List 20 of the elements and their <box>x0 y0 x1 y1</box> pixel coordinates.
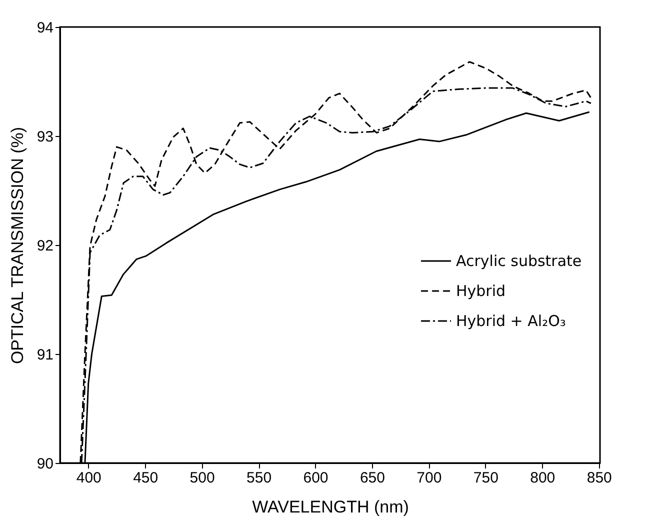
y-tick-label: 94 <box>36 20 54 36</box>
x-tick-label: 750 <box>473 470 498 486</box>
x-tick-label: 800 <box>530 470 556 486</box>
x-tick-label: 500 <box>190 470 215 486</box>
legend-label: Hybrid <box>456 282 506 300</box>
y-tick-label: 91 <box>36 346 54 364</box>
y-tick-label: 92 <box>36 238 54 254</box>
x-tick-label: 400 <box>76 470 102 486</box>
x-tick-label: 450 <box>133 470 158 486</box>
y-axis-title: OPTICAL TRANSMISSION (%) <box>8 126 27 364</box>
x-tick-label: 850 <box>586 470 612 486</box>
x-tick-label: 550 <box>246 470 272 486</box>
x-tick-label: 650 <box>360 470 385 486</box>
x-tick-label: 700 <box>416 470 442 486</box>
y-tick-label: 90 <box>36 456 54 472</box>
legend-label: Acrylic substrate <box>456 252 582 270</box>
x-tick-label: 600 <box>303 470 328 486</box>
x-axis-title: WAVELENGTH (nm) <box>252 498 409 516</box>
legend-label: Hybrid + Al₂O₃ <box>456 312 566 330</box>
y-tick-label: 93 <box>36 128 54 146</box>
